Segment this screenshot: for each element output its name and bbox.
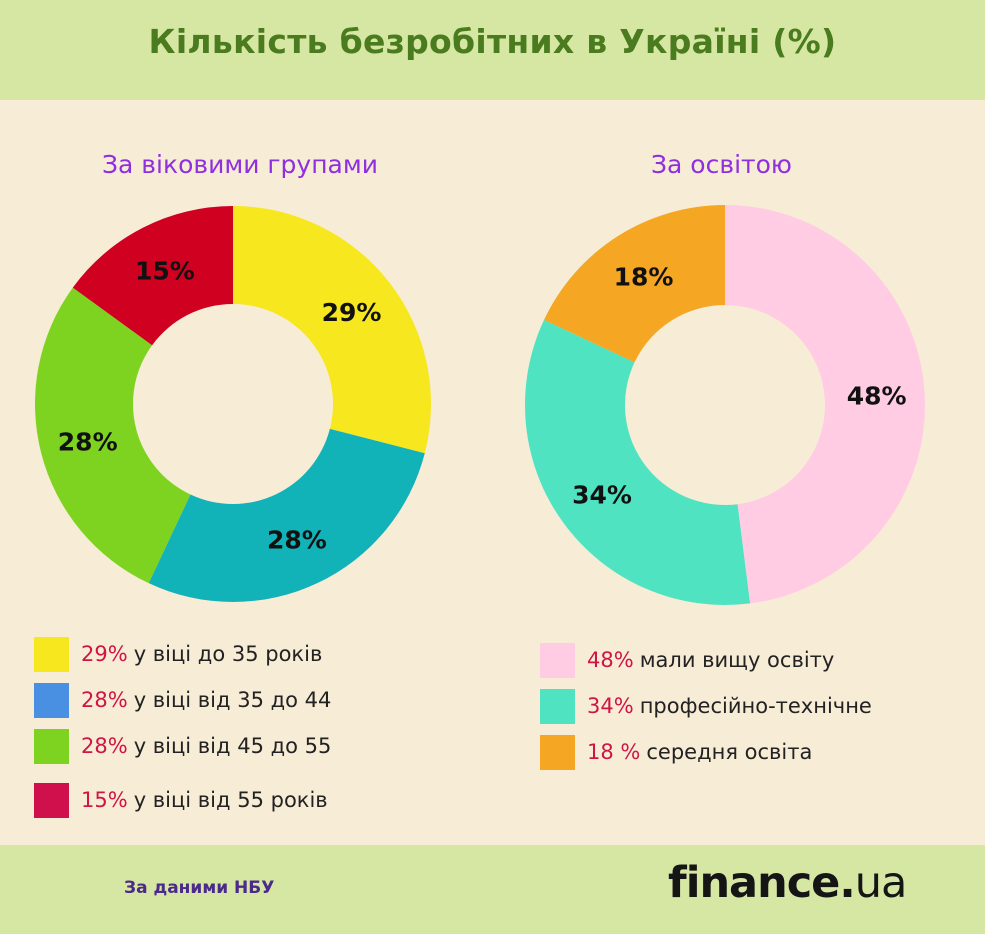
legend-percent: 28%	[81, 688, 128, 712]
legend-swatch	[540, 642, 575, 678]
slice-4	[72, 206, 233, 346]
legend-item: 48% мали вищу освіту	[540, 642, 834, 678]
chart-title-age: За віковими групами	[102, 150, 378, 179]
legend-label: середня освіта	[646, 740, 813, 764]
slice-label-4: 15%	[135, 256, 195, 285]
legend-percent: 18 %	[587, 740, 641, 764]
legend-swatch	[34, 728, 69, 764]
donut-education: 48% 34% 18%	[525, 205, 925, 605]
slice-2	[148, 428, 425, 603]
legend-item: 15% у віці від 55 років	[34, 782, 328, 818]
donut-age: 29% 28% 28% 15%	[34, 206, 431, 603]
slice-label-3: 28%	[58, 427, 118, 456]
finance-ua-logo[interactable]: finance.ua	[668, 858, 907, 908]
legend-label: мали вищу освіту	[639, 648, 835, 672]
slice-1	[233, 206, 431, 454]
legend-swatch	[540, 688, 575, 724]
legend-item: 18 % середня освіта	[540, 734, 812, 770]
legend-label: у віці від 35 до 44	[133, 688, 332, 712]
page-title: Кількість безробітних в Україні (%)	[148, 22, 837, 61]
legend-label: професійно-технічне	[639, 694, 872, 718]
slice-3	[34, 287, 191, 584]
legend-label: у віці від 55 років	[133, 788, 328, 812]
header-band	[0, 0, 985, 100]
legend-swatch	[34, 682, 69, 718]
slice-label-2: 34%	[572, 480, 632, 509]
legend-item: 28% у віці від 45 до 55	[34, 728, 331, 764]
legend-percent: 48%	[587, 648, 634, 672]
slice-label-2: 28%	[267, 526, 327, 555]
legend-swatch	[34, 782, 69, 818]
legend-percent: 15%	[81, 788, 128, 812]
legend-percent: 34%	[587, 694, 634, 718]
slice-1	[725, 205, 925, 604]
legend-item: 29% у віці до 35 років	[34, 636, 322, 672]
slice-label-1: 48%	[847, 381, 907, 410]
source-note: За даними НБУ	[124, 878, 275, 898]
legend-percent: 28%	[81, 734, 128, 758]
legend-label: у віці до 35 років	[133, 642, 323, 666]
slice-3	[544, 205, 725, 363]
legend-item: 28% у віці від 35 до 44	[34, 682, 331, 718]
slice-2	[525, 319, 751, 605]
slice-label-3: 18%	[614, 263, 674, 292]
slice-label-1: 29%	[322, 298, 382, 327]
legend-swatch	[34, 636, 69, 672]
legend-percent: 29%	[81, 642, 128, 666]
footer-band	[0, 845, 985, 934]
legend-swatch	[540, 734, 575, 770]
legend-label: у віці від 45 до 55	[133, 734, 332, 758]
chart-title-education: За освітою	[651, 150, 792, 179]
legend-item: 34% професійно-технічне	[540, 688, 872, 724]
